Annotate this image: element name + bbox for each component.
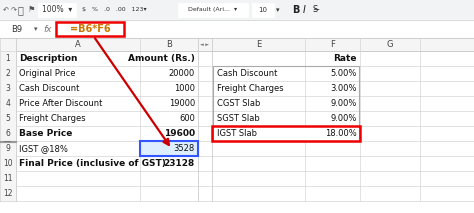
Bar — [0, 96, 474, 111]
Text: ◄ ►: ◄ ► — [201, 42, 210, 47]
Text: 10: 10 — [3, 159, 13, 168]
Text: SGST Slab: SGST Slab — [217, 114, 260, 123]
Bar — [0, 38, 474, 51]
Text: ▾: ▾ — [34, 26, 37, 32]
Text: G: G — [387, 40, 393, 49]
Bar — [0, 20, 474, 38]
Bar — [212, 126, 360, 141]
Bar — [0, 0, 474, 20]
Text: IGST @18%: IGST @18% — [19, 144, 68, 153]
Text: IGST Slab: IGST Slab — [217, 129, 257, 138]
Text: Amount (Rs.): Amount (Rs.) — [128, 54, 195, 63]
Text: Cash Discount: Cash Discount — [19, 84, 79, 93]
Text: S̶: S̶ — [313, 6, 318, 14]
Text: 9.00%: 9.00% — [331, 114, 357, 123]
Text: Base Price: Base Price — [19, 129, 73, 138]
Bar — [0, 171, 474, 186]
Text: E: E — [256, 40, 261, 49]
Text: 18.00%: 18.00% — [325, 129, 357, 138]
Text: 11: 11 — [3, 174, 13, 183]
Bar — [0, 171, 16, 186]
Text: I: I — [303, 5, 306, 15]
Text: B: B — [292, 5, 300, 15]
Text: 9: 9 — [6, 144, 10, 153]
Text: Original Price: Original Price — [19, 69, 75, 78]
Text: Description: Description — [19, 54, 78, 63]
Bar — [56, 22, 124, 36]
Text: Cash Discount: Cash Discount — [217, 69, 277, 78]
Text: 600: 600 — [179, 114, 195, 123]
Text: 19600: 19600 — [164, 129, 195, 138]
Text: ▾: ▾ — [276, 7, 280, 13]
Text: =B6*F6: =B6*F6 — [70, 24, 110, 34]
Text: 1: 1 — [6, 54, 10, 63]
Text: Default (Ari...  ▾: Default (Ari... ▾ — [189, 7, 237, 13]
Text: ↶ ↷: ↶ ↷ — [3, 7, 17, 13]
Bar — [212, 126, 360, 141]
Text: F: F — [330, 40, 335, 49]
Bar — [56, 22, 124, 36]
Bar — [2, 22, 32, 36]
Bar — [0, 111, 16, 126]
Text: 4: 4 — [6, 99, 10, 108]
Text: 5: 5 — [6, 114, 10, 123]
Text: A: A — [75, 40, 81, 49]
Bar — [0, 81, 16, 96]
Bar — [140, 141, 198, 156]
Text: ⚑: ⚑ — [28, 6, 36, 14]
Text: 12: 12 — [3, 189, 13, 198]
Bar — [0, 126, 16, 141]
Text: ―: ― — [4, 138, 11, 144]
Bar — [0, 111, 474, 126]
Bar — [0, 141, 16, 156]
Bar — [0, 51, 474, 66]
Text: 9.00%: 9.00% — [331, 99, 357, 108]
Bar — [0, 96, 16, 111]
Text: B9: B9 — [11, 24, 23, 33]
Bar — [0, 141, 474, 156]
Text: 19000: 19000 — [169, 99, 195, 108]
Text: Rate: Rate — [334, 54, 357, 63]
Bar — [213, 66, 359, 141]
Bar — [0, 186, 474, 201]
Text: 3528: 3528 — [174, 144, 195, 153]
Text: 2: 2 — [6, 69, 10, 78]
Text: Freight Charges: Freight Charges — [217, 84, 283, 93]
Bar — [0, 51, 16, 66]
Text: 1000: 1000 — [174, 84, 195, 93]
Text: ⎙: ⎙ — [18, 5, 24, 15]
Text: Price After Discount: Price After Discount — [19, 99, 102, 108]
Bar — [0, 81, 474, 96]
Bar — [0, 66, 474, 81]
Text: fx: fx — [43, 24, 52, 33]
Text: 23128: 23128 — [164, 159, 195, 168]
Text: Final Price (inclusive of GST): Final Price (inclusive of GST) — [19, 159, 166, 168]
Text: 10: 10 — [258, 7, 267, 13]
Text: 6: 6 — [6, 129, 10, 138]
Text: 3.00%: 3.00% — [330, 84, 357, 93]
Text: $   %   .0   .00   123▾: $ % .0 .00 123▾ — [82, 7, 146, 13]
Text: 100%  ▾: 100% ▾ — [42, 6, 72, 14]
Text: 5.00%: 5.00% — [331, 69, 357, 78]
Bar — [252, 3, 274, 17]
Bar — [0, 186, 16, 201]
Text: B: B — [166, 40, 172, 49]
Bar — [38, 3, 76, 17]
Text: 20000: 20000 — [169, 69, 195, 78]
Bar — [0, 66, 16, 81]
Bar — [140, 141, 198, 156]
Bar — [178, 3, 248, 17]
Text: CGST Slab: CGST Slab — [217, 99, 260, 108]
Text: Freight Charges: Freight Charges — [19, 114, 86, 123]
Bar — [0, 156, 16, 171]
Bar — [0, 156, 474, 171]
Text: 3: 3 — [6, 84, 10, 93]
Bar — [0, 126, 474, 141]
